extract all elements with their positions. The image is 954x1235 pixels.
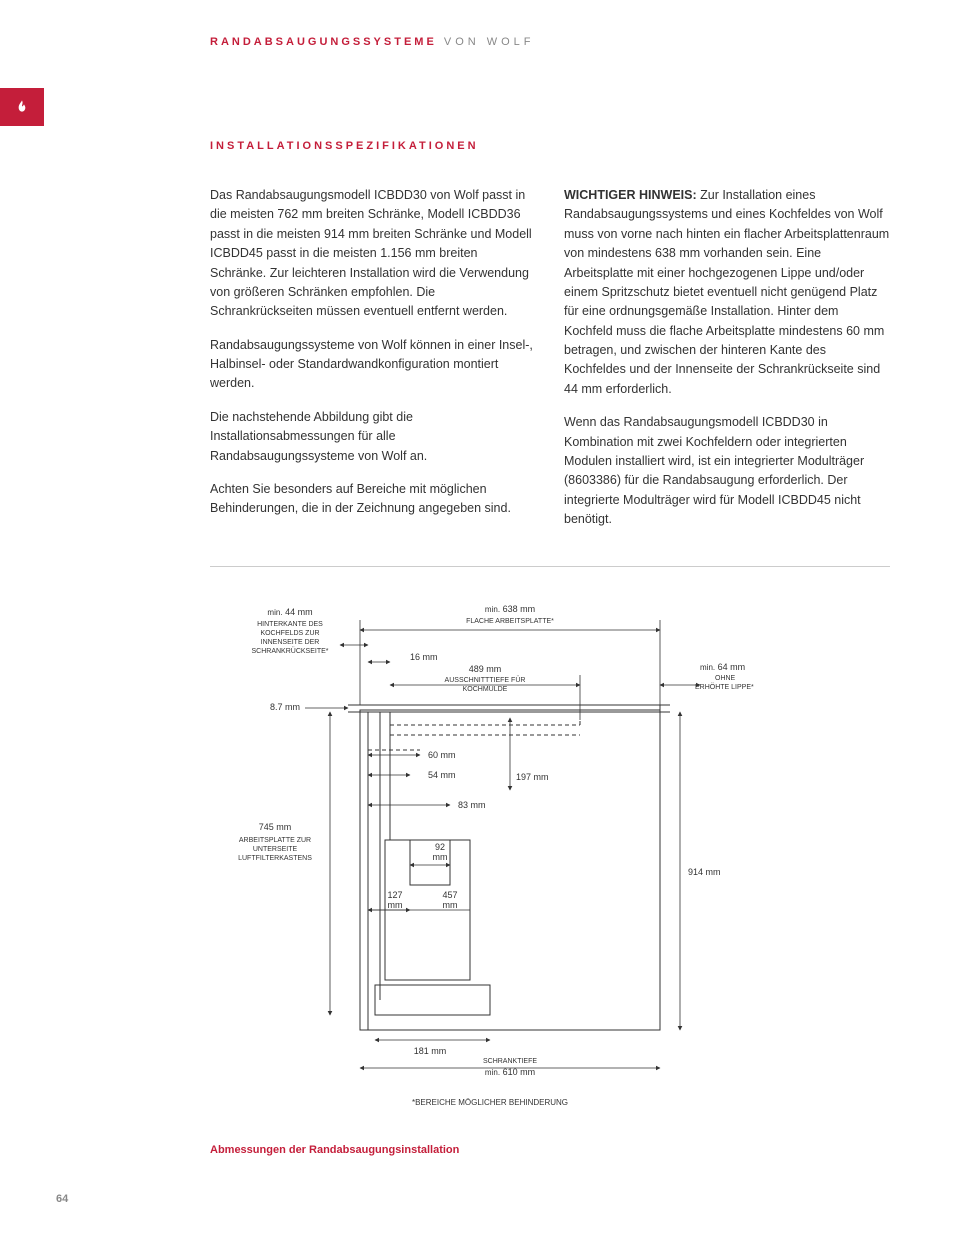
paragraph: Die nachstehende Abbildung gibt die Inst… — [210, 408, 536, 466]
svg-text:FLACHE ARBEITSPLATTE*: FLACHE ARBEITSPLATTE* — [466, 618, 554, 625]
paragraph: WICHTIGER HINWEIS: Zur Installation eine… — [564, 186, 890, 399]
svg-text:8.7 mm: 8.7 mm — [270, 702, 300, 712]
svg-text:OHNE: OHNE — [715, 675, 736, 682]
svg-text:489 mm: 489 mm — [469, 664, 502, 674]
svg-text:min. 64 mm: min. 64 mm — [700, 662, 745, 672]
svg-text:181 mm: 181 mm — [414, 1046, 447, 1056]
svg-text:mm: mm — [443, 900, 458, 910]
left-column: Das Randabsaugungsmodell ICBDD30 von Wol… — [210, 186, 536, 543]
svg-text:83 mm: 83 mm — [458, 800, 486, 810]
svg-text:127: 127 — [387, 890, 402, 900]
svg-text:914 mm: 914 mm — [688, 867, 721, 877]
svg-text:*BEREICHE MÖGLICHER BEHINDERUN: *BEREICHE MÖGLICHER BEHINDERUNG — [412, 1098, 568, 1107]
svg-text:60 mm: 60 mm — [428, 750, 456, 760]
svg-text:16 mm: 16 mm — [410, 652, 438, 662]
svg-text:HINTERKANTE DES: HINTERKANTE DES — [257, 621, 323, 628]
installation-diagram: min. 44 mm HINTERKANTE DES KOCHFELDS ZUR… — [210, 590, 890, 1130]
paragraph: Das Randabsaugungsmodell ICBDD30 von Wol… — [210, 186, 536, 322]
right-column: WICHTIGER HINWEIS: Zur Installation eine… — [564, 186, 890, 543]
page-number: 64 — [56, 1193, 68, 1205]
paragraph: Achten Sie besonders auf Bereiche mit mö… — [210, 480, 536, 519]
svg-text:min. 44 mm: min. 44 mm — [267, 607, 312, 617]
paragraph: Randabsaugungssysteme von Wolf können in… — [210, 336, 536, 394]
header-brand-text: RANDABSAUGUNGSSYSTEME — [210, 36, 437, 48]
divider — [210, 566, 890, 567]
svg-text:SCHRANKTIEFE: SCHRANKTIEFE — [483, 1058, 537, 1065]
brand-side-tab — [0, 88, 44, 126]
svg-text:UNTERSEITE: UNTERSEITE — [253, 846, 298, 853]
paragraph-text: Zur Installation eines Randabsaugungssys… — [564, 188, 889, 396]
paragraph: Wenn das Randabsaugungsmodell ICBDD30 in… — [564, 413, 890, 529]
svg-text:SCHRANKRÜCKSEITE*: SCHRANKRÜCKSEITE* — [251, 647, 328, 655]
svg-text:ERHÖHTE LIPPE*: ERHÖHTE LIPPE* — [695, 683, 754, 691]
svg-text:92: 92 — [435, 842, 445, 852]
svg-text:KOCHMULDE: KOCHMULDE — [463, 686, 508, 693]
svg-text:KOCHFELDS ZUR: KOCHFELDS ZUR — [260, 630, 319, 637]
svg-text:745 mm: 745 mm — [259, 822, 292, 832]
svg-text:mm: mm — [388, 900, 403, 910]
svg-text:ARBEITSPLATTE ZUR: ARBEITSPLATTE ZUR — [239, 837, 311, 844]
important-label: WICHTIGER HINWEIS: — [564, 188, 697, 202]
diagram-caption: Abmessungen der Randabsaugungsinstallati… — [210, 1144, 459, 1156]
body-columns: Das Randabsaugungsmodell ICBDD30 von Wol… — [210, 186, 890, 543]
svg-text:54 mm: 54 mm — [428, 770, 456, 780]
svg-text:457: 457 — [442, 890, 457, 900]
svg-text:min. 638 mm: min. 638 mm — [485, 604, 535, 614]
svg-text:min. 610 mm: min. 610 mm — [485, 1067, 535, 1077]
page-header: RANDABSAUGUNGSSYSTEME VON WOLF — [210, 36, 535, 48]
svg-text:197 mm: 197 mm — [516, 772, 549, 782]
header-suffix: VON WOLF — [437, 36, 535, 48]
svg-text:INNENSEITE DER: INNENSEITE DER — [261, 639, 320, 646]
section-title: INSTALLATIONSSPEZIFIKATIONEN — [210, 140, 479, 152]
svg-text:AUSSCHNITTTIEFE FÜR: AUSSCHNITTTIEFE FÜR — [445, 676, 526, 684]
svg-text:mm: mm — [433, 852, 448, 862]
svg-text:LUFTFILTERKASTENS: LUFTFILTERKASTENS — [238, 855, 312, 862]
flame-icon — [14, 99, 30, 115]
